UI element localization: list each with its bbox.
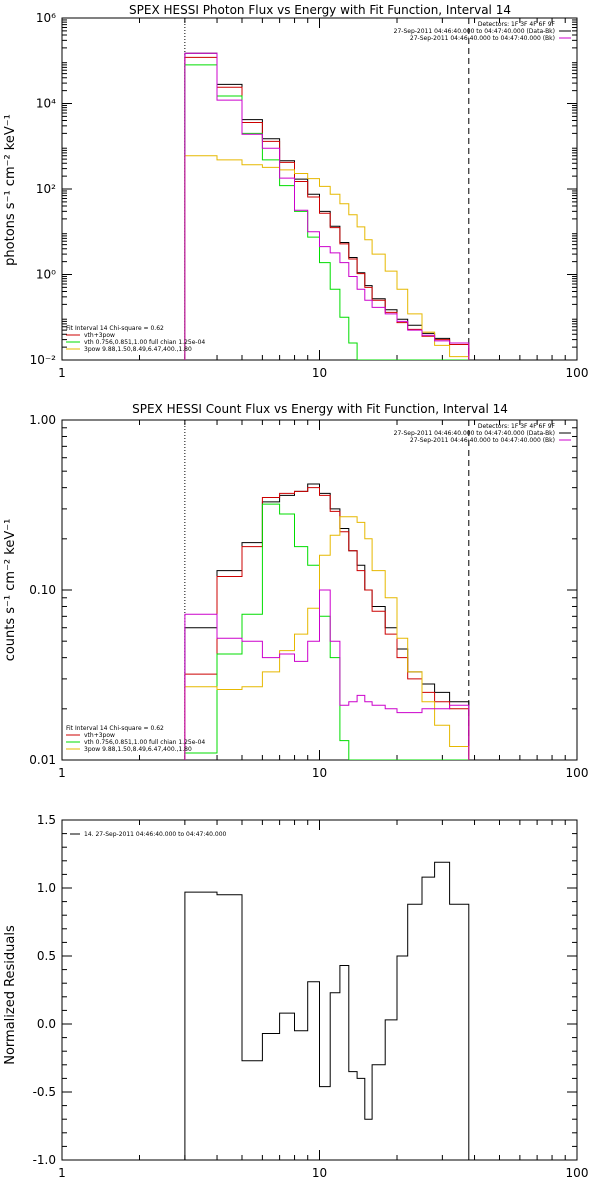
photon-legend-bottom-text: 3pow 9.88,1.50,8.49,6.47,400.,1.80 bbox=[84, 346, 192, 353]
count-flux-title: SPEX HESSI Count Flux vs Energy with Fit… bbox=[132, 402, 508, 416]
photon-legend-top-text: 27-Sep-2011 04:46:40.000 to 04:47:40.000… bbox=[410, 35, 555, 42]
residuals-plot-area: 1 10 100 -1.0 -0.5 0.0 0.5 1.0 1.5 14. 27-Sep-201… bbox=[33, 813, 589, 1180]
resid-legend-left-text: 14. 27-Sep-2011 04:46:40.000 to 04:47:40… bbox=[84, 831, 227, 838]
count-x-tick-label: 10 bbox=[312, 766, 327, 780]
photon-legend-top-text: Detectors: 1F 3F 4F 6F 9F bbox=[478, 21, 556, 28]
photon-series-0 bbox=[184, 52, 470, 360]
resid-x-tick-label: 100 bbox=[566, 1166, 589, 1180]
count-y-tick-label: 1.00 bbox=[29, 413, 56, 427]
count-series-3 bbox=[184, 516, 470, 760]
photon-series-group bbox=[184, 52, 470, 360]
count-legend-bottom-text: Fit Interval 14 Chi-square = 0.62 bbox=[66, 725, 164, 732]
count-legend-top-text: Detectors: 1F 3F 4F 6F 9F bbox=[478, 423, 556, 430]
photon-y-tick-label: 10⁰ bbox=[36, 268, 56, 282]
photon-legend-bottom-text: Fit Interval 14 Chi-square = 0.62 bbox=[66, 325, 164, 332]
photon-legend-bottom-text: vth+3pow bbox=[84, 332, 115, 339]
count-legend-bottom-text: vth+3pow bbox=[84, 732, 115, 739]
count-series-2 bbox=[184, 503, 469, 760]
photon-flux-panel: SPEX HESSI Photon Flux vs Energy with Fi… bbox=[3, 3, 588, 380]
count-series-group bbox=[184, 483, 470, 760]
photon-y-tick-label: 10⁶ bbox=[36, 11, 56, 25]
photon-legend-bottom-text: vth 0.756,0.851,1.00 full chian 1.25e-04 bbox=[84, 339, 205, 346]
count-legend-bottom-text: vth 0.756,0.851,1.00 full chian 1.25e-04 bbox=[84, 739, 205, 746]
count-legend-top-text: 27-Sep-2011 04:46:40.000 to 04:47:40.000… bbox=[410, 437, 555, 444]
count-series-0 bbox=[184, 483, 470, 760]
count-legend-bottom-text: 3pow 9.88,1.50,8.49,6.47,400.,1.80 bbox=[84, 746, 192, 753]
photon-legend-top-text: 27-Sep-2011 04:46:40.000 to 04:47:40.000… bbox=[394, 28, 555, 35]
resid-x-tick-label: 10 bbox=[312, 1166, 327, 1180]
photon-x-tick-label: 100 bbox=[566, 366, 589, 380]
count-flux-y-label: counts s⁻¹ cm⁻² keV⁻¹ bbox=[3, 519, 18, 662]
photon-series-3 bbox=[184, 155, 470, 360]
residuals-panel: Normalized Residuals 1 10 100 -1.0 -0.5 0.0 0.… bbox=[3, 813, 588, 1180]
count-flux-plot-area: 1 10 100 0.01 0.10 1.00 Detectors: 1F 3F 4F 6F… bbox=[29, 413, 588, 780]
photon-flux-plot-area: 1 10 100 10⁻² 10⁰ 10² 10⁴ 10⁶ Detectors: 1F 3F 4… bbox=[30, 11, 589, 380]
count-legend-top-text: 27-Sep-2011 04:46:40.000 to 04:47:40.000… bbox=[394, 430, 555, 437]
photon-x-tick-label: 1 bbox=[58, 366, 66, 380]
resid-y-tick-label: 0.5 bbox=[37, 949, 56, 963]
photon-y-tick-label: 10⁻² bbox=[30, 353, 57, 367]
count-y-tick-label: 0.10 bbox=[29, 583, 56, 597]
photon-flux-plot-frame bbox=[61, 17, 578, 361]
photon-series-2 bbox=[184, 64, 469, 360]
resid-x-tick-label: 1 bbox=[58, 1166, 66, 1180]
photon-series-4 bbox=[184, 52, 470, 360]
photon-flux-y-label: photons s⁻¹ cm⁻² keV⁻¹ bbox=[3, 114, 18, 266]
resid-y-tick-label: 1.5 bbox=[37, 813, 56, 827]
resid-series-group bbox=[184, 861, 470, 1160]
resid-y-tick-label: -1.0 bbox=[33, 1153, 56, 1167]
count-y-tick-label: 0.01 bbox=[29, 753, 56, 767]
count-series-1 bbox=[184, 487, 470, 760]
residuals-y-label: Normalized Residuals bbox=[3, 925, 18, 1065]
photon-y-tick-label: 10⁴ bbox=[36, 97, 56, 111]
photon-y-tick-label: 10² bbox=[36, 182, 56, 196]
resid-y-tick-label: 1.0 bbox=[37, 881, 56, 895]
photon-flux-title: SPEX HESSI Photon Flux vs Energy with Fi… bbox=[129, 3, 511, 17]
count-flux-panel: SPEX HESSI Count Flux vs Energy with Fit… bbox=[3, 402, 588, 780]
resid-series-0 bbox=[184, 861, 470, 1160]
photon-x-tick-label: 10 bbox=[312, 366, 327, 380]
count-x-tick-label: 100 bbox=[566, 766, 589, 780]
count-x-tick-label: 1 bbox=[58, 766, 66, 780]
resid-y-tick-label: -0.5 bbox=[33, 1085, 56, 1099]
photon-series-1 bbox=[184, 56, 470, 360]
count-series-4 bbox=[184, 589, 470, 760]
resid-y-tick-label: 0.0 bbox=[37, 1017, 56, 1031]
